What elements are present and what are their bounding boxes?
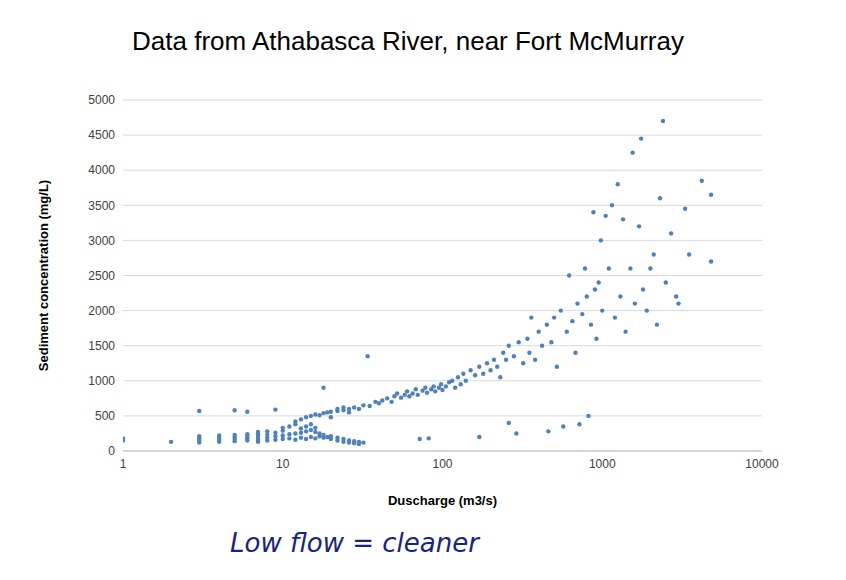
html-text:Data from Athabasca River, nea: Data from Athabasca River, near Fort McM… [132, 26, 684, 56]
svg-text:100: 100 [432, 457, 452, 471]
svg-text:Duscharge (m3/s): Duscharge (m3/s) [388, 493, 497, 508]
svg-text:3500: 3500 [88, 199, 115, 213]
svg-text:2500: 2500 [88, 269, 115, 283]
svg-text:4500: 4500 [88, 128, 115, 142]
svg-text:1500: 1500 [88, 339, 115, 353]
svg-text:1: 1 [120, 457, 127, 471]
svg-text:1000: 1000 [589, 457, 616, 471]
html-text:Low flow = cleaner: Low flow = cleaner [230, 528, 479, 558]
svg-text:10000: 10000 [745, 457, 779, 471]
svg-text:10: 10 [276, 457, 290, 471]
svg-text:3000: 3000 [88, 234, 115, 248]
svg-text:2000: 2000 [88, 304, 115, 318]
svg-text:4000: 4000 [88, 163, 115, 177]
svg-text:1000: 1000 [88, 374, 115, 388]
svg-text:0: 0 [108, 444, 115, 458]
svg-text:5000: 5000 [88, 93, 115, 107]
svg-text:Sediment concentration (mg/L): Sediment concentration (mg/L) [36, 180, 51, 371]
svg-text:500: 500 [95, 409, 115, 423]
